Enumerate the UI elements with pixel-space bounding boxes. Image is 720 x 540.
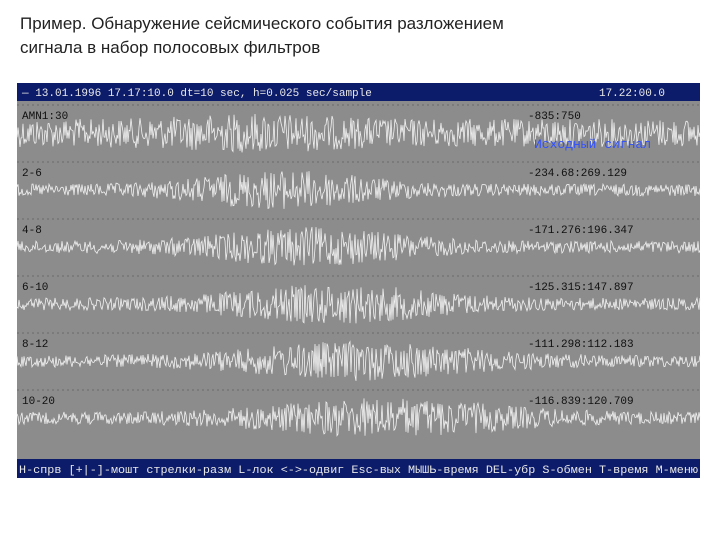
waveform xyxy=(16,113,701,153)
status-bar xyxy=(17,459,700,478)
waveform xyxy=(16,227,701,266)
trace-label: AMN1:30 xyxy=(22,111,68,123)
waveform xyxy=(16,398,701,437)
trace-label: 6-10 xyxy=(22,282,48,294)
title-line: сигнала в набор полосовых фильтров xyxy=(20,38,321,57)
waveform xyxy=(16,340,701,381)
trace-label: 10-20 xyxy=(22,396,55,408)
trace-range: -835:750 xyxy=(528,111,581,123)
trace-label: 8-12 xyxy=(22,339,48,351)
waveform xyxy=(16,171,701,209)
waveform xyxy=(16,285,701,324)
toolbar xyxy=(17,83,700,101)
trace-range: -125.315:147.897 xyxy=(528,282,634,294)
title-line: Пример. Обнаружение сейсмического событи… xyxy=(20,14,504,33)
trace-range: -116.839:120.709 xyxy=(528,396,634,408)
toolbar-right: 17.22:00.0 xyxy=(599,88,665,100)
trace-label: 2-6 xyxy=(22,168,42,180)
waveforms xyxy=(16,104,701,437)
trace-range: -171.276:196.347 xyxy=(528,225,634,237)
trace-range: -234.68:269.129 xyxy=(528,168,627,180)
status-text: H-спрв [+|-]-мошт стрелки-разм L-лок <->… xyxy=(19,464,698,477)
trace-range: -111.298:112.183 xyxy=(528,339,634,351)
toolbar-left: — 13.01.1996 17.17:10.0 dt=10 sec, h=0.0… xyxy=(21,88,372,100)
trace-label: 4-8 xyxy=(22,225,42,237)
annotation: Исходный сигнал xyxy=(534,137,651,152)
